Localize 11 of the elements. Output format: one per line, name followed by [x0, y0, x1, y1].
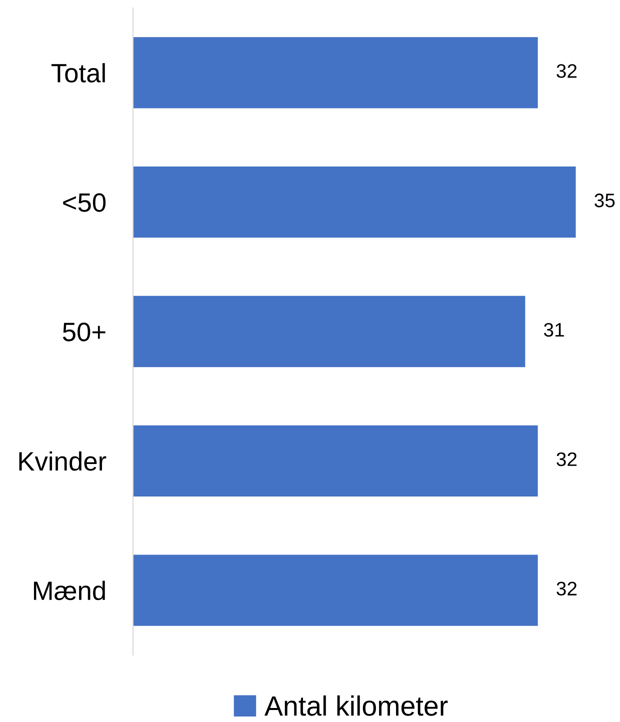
- y-tick-label: <50: [63, 193, 106, 212]
- data-label: 32: [556, 452, 577, 466]
- data-label: 31: [544, 322, 564, 337]
- legend-label: Antal kilometer: [264, 695, 448, 716]
- y-tick-label: Total: [51, 63, 105, 83]
- y-tick-label: Mænd: [34, 580, 105, 600]
- data-label: 32: [556, 582, 577, 596]
- data-label: 32: [556, 64, 577, 78]
- data-label: 35: [594, 194, 615, 208]
- y-tick-label: Kvinder: [19, 451, 106, 471]
- y-tick-label: 50+: [62, 322, 106, 342]
